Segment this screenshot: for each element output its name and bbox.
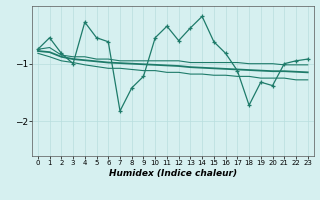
X-axis label: Humidex (Indice chaleur): Humidex (Indice chaleur) (109, 169, 237, 178)
